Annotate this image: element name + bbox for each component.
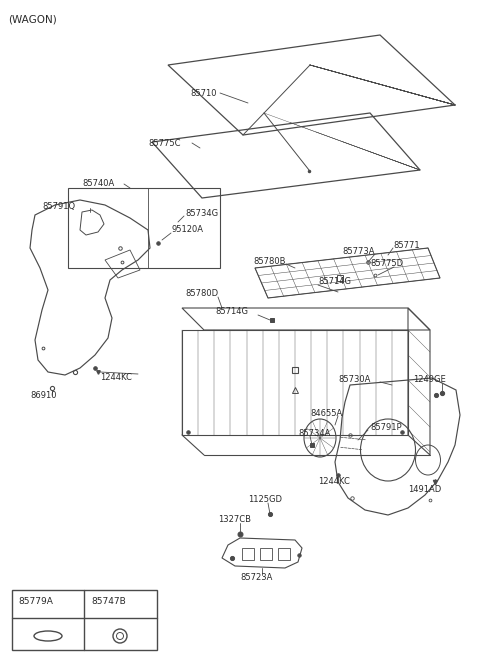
Text: 85747B: 85747B <box>91 597 126 607</box>
Text: 85740A: 85740A <box>82 179 114 187</box>
Text: 85734G: 85734G <box>185 208 218 217</box>
Text: 85730A: 85730A <box>338 375 371 384</box>
Bar <box>278 548 290 560</box>
Text: 1244KC: 1244KC <box>318 477 350 487</box>
Text: 85714G: 85714G <box>215 307 248 316</box>
Bar <box>260 548 272 560</box>
Text: 84655A: 84655A <box>310 409 342 417</box>
Text: 85780D: 85780D <box>185 290 218 299</box>
Text: 85723A: 85723A <box>240 574 272 582</box>
Text: 1327CB: 1327CB <box>218 515 251 525</box>
Text: 85734A: 85734A <box>298 428 330 438</box>
Text: 1125GD: 1125GD <box>248 495 282 504</box>
Text: 85780B: 85780B <box>253 257 286 265</box>
Text: 1249GE: 1249GE <box>413 375 446 384</box>
Text: 95120A: 95120A <box>172 225 204 234</box>
Text: 1491AD: 1491AD <box>408 485 441 495</box>
Text: 1244KC: 1244KC <box>100 373 132 381</box>
Bar <box>12 590 157 650</box>
Bar <box>242 548 254 560</box>
Text: 85779A: 85779A <box>18 597 53 607</box>
Text: 85773A: 85773A <box>342 246 374 255</box>
Text: 85775C: 85775C <box>148 138 180 147</box>
Text: 85714G: 85714G <box>318 278 351 286</box>
Text: 85791Q: 85791Q <box>42 202 75 212</box>
Text: 85791P: 85791P <box>370 422 402 432</box>
Text: 85775D: 85775D <box>370 259 403 269</box>
Text: 85710: 85710 <box>190 88 216 98</box>
Text: 85771: 85771 <box>393 240 420 250</box>
Text: 86910: 86910 <box>30 392 57 400</box>
Text: (WAGON): (WAGON) <box>8 14 57 24</box>
